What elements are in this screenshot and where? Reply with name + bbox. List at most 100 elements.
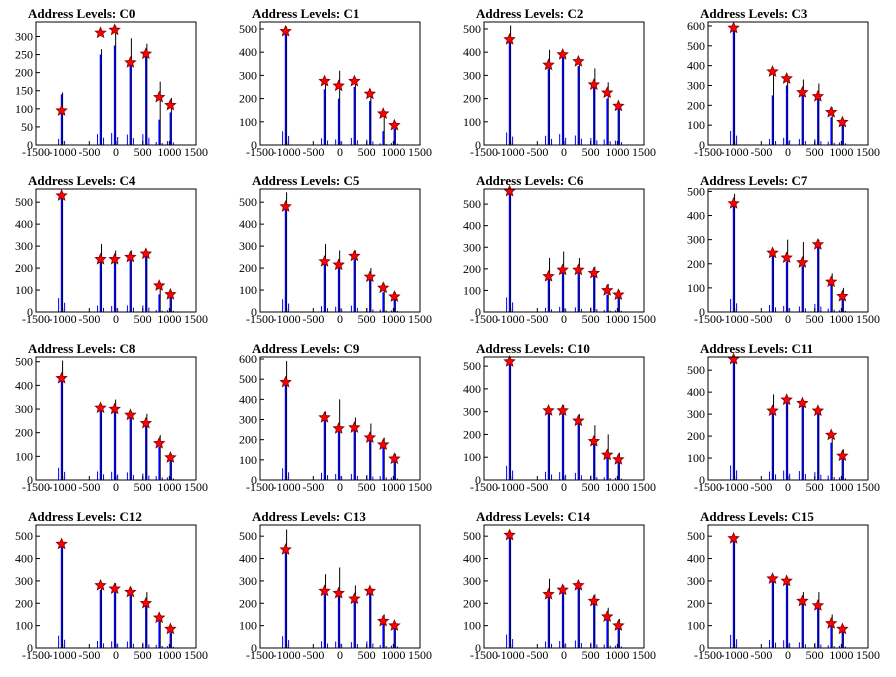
- peak-marker: [139, 596, 153, 609]
- x-tick-label: -1500: [246, 480, 274, 494]
- x-tick-label: 1500: [632, 648, 656, 662]
- x-tick-label: 1500: [632, 312, 656, 326]
- y-tick-label: 500: [463, 197, 481, 211]
- y-tick-label: 200: [239, 433, 257, 447]
- x-tick-label: 1000: [829, 312, 853, 326]
- peak-marker: [572, 578, 585, 591]
- x-tick-label: 1000: [157, 648, 181, 662]
- x-tick-label: 500: [582, 648, 600, 662]
- x-tick-label: 1000: [381, 145, 405, 159]
- x-tick-label: 1500: [184, 480, 208, 494]
- y-tick-label: 100: [463, 115, 481, 129]
- y-tick-label: 500: [15, 195, 33, 209]
- peak-marker: [811, 237, 825, 250]
- y-tick-label: 200: [15, 66, 33, 80]
- y-tick-label: 200: [463, 262, 481, 276]
- panel-title: Address Levels: C8: [28, 341, 136, 356]
- y-tick-label: 400: [463, 382, 481, 396]
- x-tick-label: -1500: [22, 145, 50, 159]
- x-tick-label: 1500: [408, 145, 432, 159]
- y-tick-label: 300: [15, 239, 33, 253]
- x-tick-label: -500: [302, 648, 324, 662]
- y-tick-label: 600: [239, 352, 257, 366]
- x-tick-label: 1000: [605, 312, 629, 326]
- y-tick-label: 100: [15, 102, 33, 116]
- y-tick-label: 300: [239, 68, 257, 82]
- x-tick-label: -1500: [694, 648, 722, 662]
- y-tick-label: 100: [463, 450, 481, 464]
- x-tick-label: 1000: [381, 480, 405, 494]
- y-tick-label: 200: [239, 261, 257, 275]
- y-tick-label: 200: [687, 596, 705, 610]
- peak-marker: [363, 270, 377, 283]
- peak-marker: [612, 452, 625, 465]
- x-tick-label: 1500: [856, 648, 880, 662]
- panel-c2: Address Levels: C2-1500-1000 -500 0 500 1000…: [463, 6, 656, 159]
- y-tick-label: 500: [687, 529, 705, 543]
- x-tick-label: 1500: [184, 145, 208, 159]
- x-tick-label: -500: [302, 312, 324, 326]
- peak-marker: [363, 584, 377, 597]
- y-tick-label: 200: [687, 98, 705, 112]
- peak-marker: [542, 58, 555, 71]
- peak-marker: [55, 189, 68, 201]
- peak-marker: [332, 79, 345, 92]
- y-tick-label: 100: [239, 453, 257, 467]
- x-tick-label: 0: [337, 648, 343, 662]
- x-tick-label: -500: [78, 480, 100, 494]
- x-tick-label: -1500: [694, 145, 722, 159]
- peak-marker: [318, 584, 331, 597]
- y-tick-label: 400: [687, 209, 705, 223]
- y-tick-label: 200: [239, 596, 257, 610]
- y-tick-label: 0: [475, 641, 481, 655]
- x-tick-label: -1500: [470, 648, 498, 662]
- peak-marker: [152, 436, 166, 449]
- x-tick-label: 0: [785, 312, 791, 326]
- y-tick-label: 100: [15, 619, 33, 633]
- x-tick-label: -1500: [22, 648, 50, 662]
- y-tick-label: 500: [687, 363, 705, 377]
- panel-title: Address Levels: C5: [252, 173, 360, 188]
- peak-marker: [376, 614, 390, 627]
- peak-marker: [542, 403, 555, 416]
- x-tick-label: -1500: [470, 312, 498, 326]
- panel-c0: Address Levels: C0-1500-1000 -500 0 500 1000…: [15, 6, 208, 159]
- y-tick-label: 300: [463, 240, 481, 254]
- x-tick-label: -500: [526, 480, 548, 494]
- panel-title: Address Levels: C7: [700, 173, 808, 188]
- peak-marker: [600, 86, 614, 99]
- x-tick-label: 500: [582, 145, 600, 159]
- peak-marker: [348, 592, 361, 605]
- peak-marker: [318, 254, 331, 267]
- peak-marker: [94, 26, 107, 39]
- peak-marker: [94, 401, 107, 414]
- x-tick-label: 500: [806, 480, 824, 494]
- x-tick-label: 1000: [157, 145, 181, 159]
- x-tick-label: 1500: [408, 480, 432, 494]
- peak-marker: [108, 252, 121, 265]
- x-tick-label: -500: [750, 145, 772, 159]
- x-tick-label: 500: [358, 648, 376, 662]
- peak-marker: [108, 582, 121, 595]
- panel-title: Address Levels: C10: [476, 341, 590, 356]
- panel-c6: Address Levels: C6-1500-1000 -500 0 500 1000…: [463, 173, 656, 326]
- peak-marker: [152, 90, 166, 103]
- x-tick-label: -1000: [497, 145, 525, 159]
- y-tick-label: 0: [251, 473, 257, 487]
- x-tick-label: -1000: [49, 312, 77, 326]
- x-tick-label: -1000: [49, 648, 77, 662]
- x-tick-label: -1500: [694, 480, 722, 494]
- y-tick-label: 400: [239, 392, 257, 406]
- peak-marker: [780, 251, 793, 264]
- peak-marker: [55, 537, 68, 550]
- x-tick-label: 1500: [856, 480, 880, 494]
- peak-marker: [836, 115, 849, 128]
- peak-marker: [363, 431, 377, 443]
- peak-marker: [388, 290, 401, 302]
- peak-marker: [836, 449, 849, 462]
- y-tick-label: 200: [15, 596, 33, 610]
- peak-marker: [55, 104, 68, 116]
- y-tick-label: 100: [687, 619, 705, 633]
- y-tick-label: 400: [239, 45, 257, 59]
- x-tick-label: 1000: [829, 648, 853, 662]
